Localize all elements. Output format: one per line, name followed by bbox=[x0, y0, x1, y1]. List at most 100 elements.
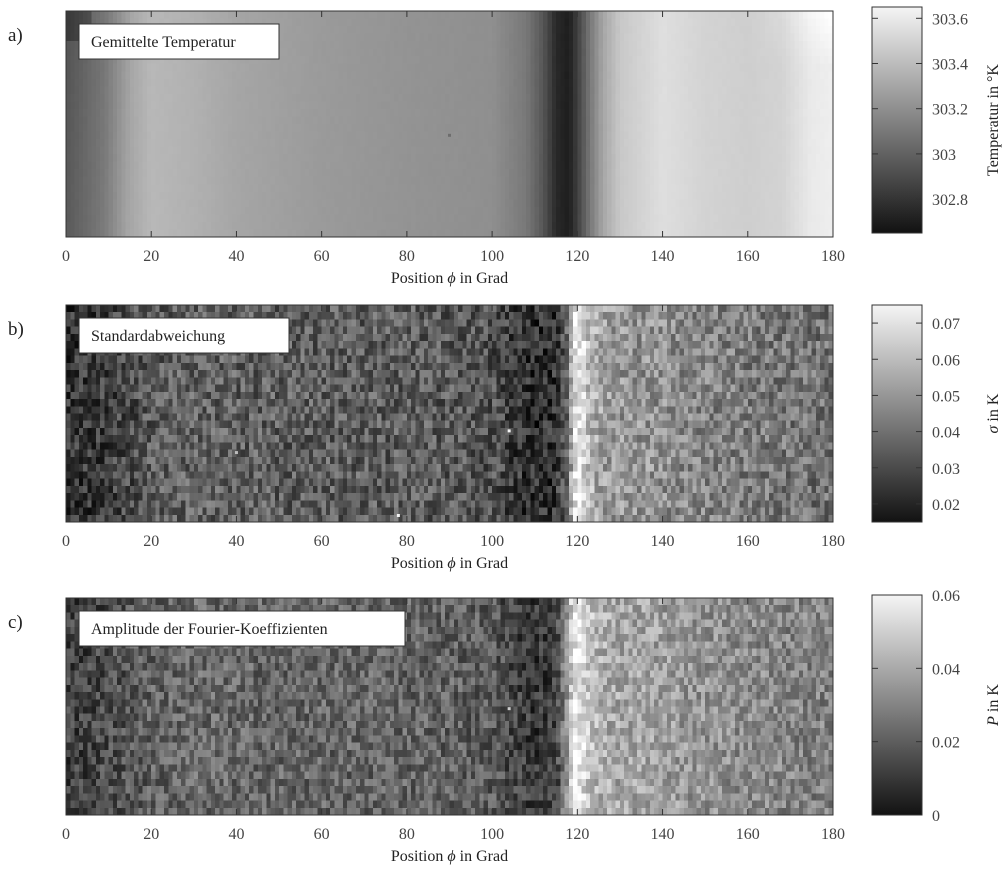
heatmap-cell bbox=[573, 11, 578, 20]
heatmap-cell bbox=[619, 169, 625, 178]
heatmap-cell bbox=[445, 33, 451, 42]
heatmap-cell bbox=[619, 26, 625, 35]
heatmap-cell bbox=[619, 86, 625, 95]
heatmap-cell bbox=[538, 78, 544, 87]
heatmap-cell bbox=[607, 221, 613, 231]
heatmap-cell bbox=[112, 124, 118, 133]
heatmap-cell bbox=[181, 154, 186, 163]
heatmap-cell bbox=[722, 108, 728, 118]
heatmap-cell bbox=[611, 63, 617, 72]
heatmap-cell bbox=[538, 63, 544, 72]
heatmap-cell bbox=[564, 56, 570, 65]
heatmap-cell bbox=[590, 184, 595, 193]
heatmap-cell bbox=[330, 206, 336, 215]
heatmap-cell bbox=[730, 56, 736, 65]
heatmap-cell bbox=[189, 71, 195, 80]
heatmap-cell bbox=[436, 26, 442, 35]
heatmap-cell bbox=[70, 33, 76, 42]
heatmap-cell bbox=[347, 221, 353, 231]
heatmap-cell bbox=[543, 176, 549, 185]
heatmap-cell bbox=[470, 229, 476, 238]
heatmap-cell bbox=[577, 154, 583, 163]
heatmap-cell bbox=[283, 221, 289, 231]
heatmap-cell bbox=[70, 169, 76, 178]
heatmap-cell bbox=[364, 161, 370, 170]
heatmap-cell bbox=[658, 93, 664, 102]
heatmap-cell bbox=[338, 229, 344, 238]
heatmap-cell bbox=[364, 78, 370, 87]
heatmap-cell bbox=[240, 229, 246, 238]
heatmap-cell bbox=[406, 161, 412, 170]
heatmap-cell bbox=[296, 154, 301, 163]
heatmap-cell bbox=[181, 78, 186, 87]
heatmap-cell bbox=[134, 161, 140, 170]
heatmap-cell bbox=[504, 154, 510, 163]
heatmap-cell bbox=[428, 93, 434, 102]
heatmap-cell bbox=[151, 86, 157, 95]
heatmap-cell bbox=[764, 124, 770, 133]
heatmap-cell bbox=[364, 41, 370, 50]
heatmap-cell bbox=[338, 169, 344, 178]
heatmap-cell bbox=[402, 26, 408, 35]
heatmap-cell bbox=[389, 86, 395, 95]
heatmap-cell bbox=[521, 124, 527, 133]
heatmap-cell bbox=[475, 78, 480, 87]
heatmap-cell bbox=[683, 48, 689, 57]
heatmap-cell bbox=[453, 191, 459, 200]
heatmap-cell bbox=[423, 229, 429, 238]
heatmap-cell bbox=[538, 93, 544, 102]
heatmap-cell bbox=[321, 154, 327, 163]
heatmap-cell bbox=[291, 206, 297, 215]
heatmap-cell bbox=[155, 199, 161, 208]
heatmap-cell bbox=[671, 161, 676, 170]
heatmap-cell bbox=[641, 93, 647, 102]
heatmap-cell bbox=[619, 161, 625, 170]
heatmap-cell bbox=[734, 48, 740, 57]
heatmap-cell bbox=[602, 86, 608, 95]
heatmap-cell bbox=[547, 63, 553, 72]
heatmap-cell bbox=[189, 86, 195, 95]
heatmap-cell bbox=[530, 184, 536, 193]
heatmap-cell bbox=[564, 26, 570, 35]
heatmap-cell bbox=[470, 176, 476, 185]
heatmap-cell bbox=[342, 78, 348, 87]
heatmap-cell bbox=[449, 101, 455, 110]
heatmap-cell bbox=[394, 48, 399, 57]
heatmap-cell bbox=[764, 86, 770, 95]
heatmap-cell bbox=[568, 78, 574, 87]
heatmap-cell bbox=[568, 56, 574, 65]
heatmap-cell bbox=[607, 124, 613, 133]
heatmap-cell bbox=[181, 184, 186, 193]
heatmap-cell bbox=[709, 56, 715, 65]
heatmap-cell bbox=[347, 161, 353, 170]
heatmap-cell bbox=[632, 48, 638, 57]
heatmap-cell bbox=[70, 11, 76, 20]
heatmap-cell bbox=[428, 11, 434, 20]
heatmap-cell bbox=[257, 214, 263, 223]
heatmap-cell bbox=[734, 191, 740, 200]
heatmap-cell bbox=[666, 116, 672, 125]
heatmap-cell bbox=[611, 154, 617, 163]
heatmap-cell bbox=[232, 93, 238, 102]
heatmap-cell bbox=[134, 184, 140, 193]
heatmap-cell bbox=[747, 161, 753, 170]
heatmap-cell bbox=[74, 124, 80, 133]
heatmap-cell bbox=[492, 191, 497, 200]
heatmap-cell bbox=[227, 71, 233, 80]
heatmap-cell bbox=[585, 221, 591, 231]
heatmap-cell bbox=[432, 161, 438, 170]
heatmap-cell bbox=[475, 184, 480, 193]
heatmap-cell bbox=[100, 63, 105, 72]
heatmap-cell bbox=[509, 221, 515, 231]
heatmap-cell bbox=[74, 18, 80, 27]
heatmap-cell bbox=[342, 63, 348, 72]
heatmap-cell bbox=[705, 101, 711, 110]
heatmap-cell bbox=[274, 11, 280, 20]
heatmap-cell bbox=[244, 93, 250, 102]
heatmap-cell bbox=[585, 146, 591, 155]
heatmap-cell bbox=[104, 131, 110, 140]
heatmap-cell bbox=[713, 206, 719, 215]
heatmap-cell bbox=[257, 71, 263, 80]
heatmap-cell bbox=[615, 214, 621, 223]
heatmap-cell bbox=[360, 56, 365, 65]
